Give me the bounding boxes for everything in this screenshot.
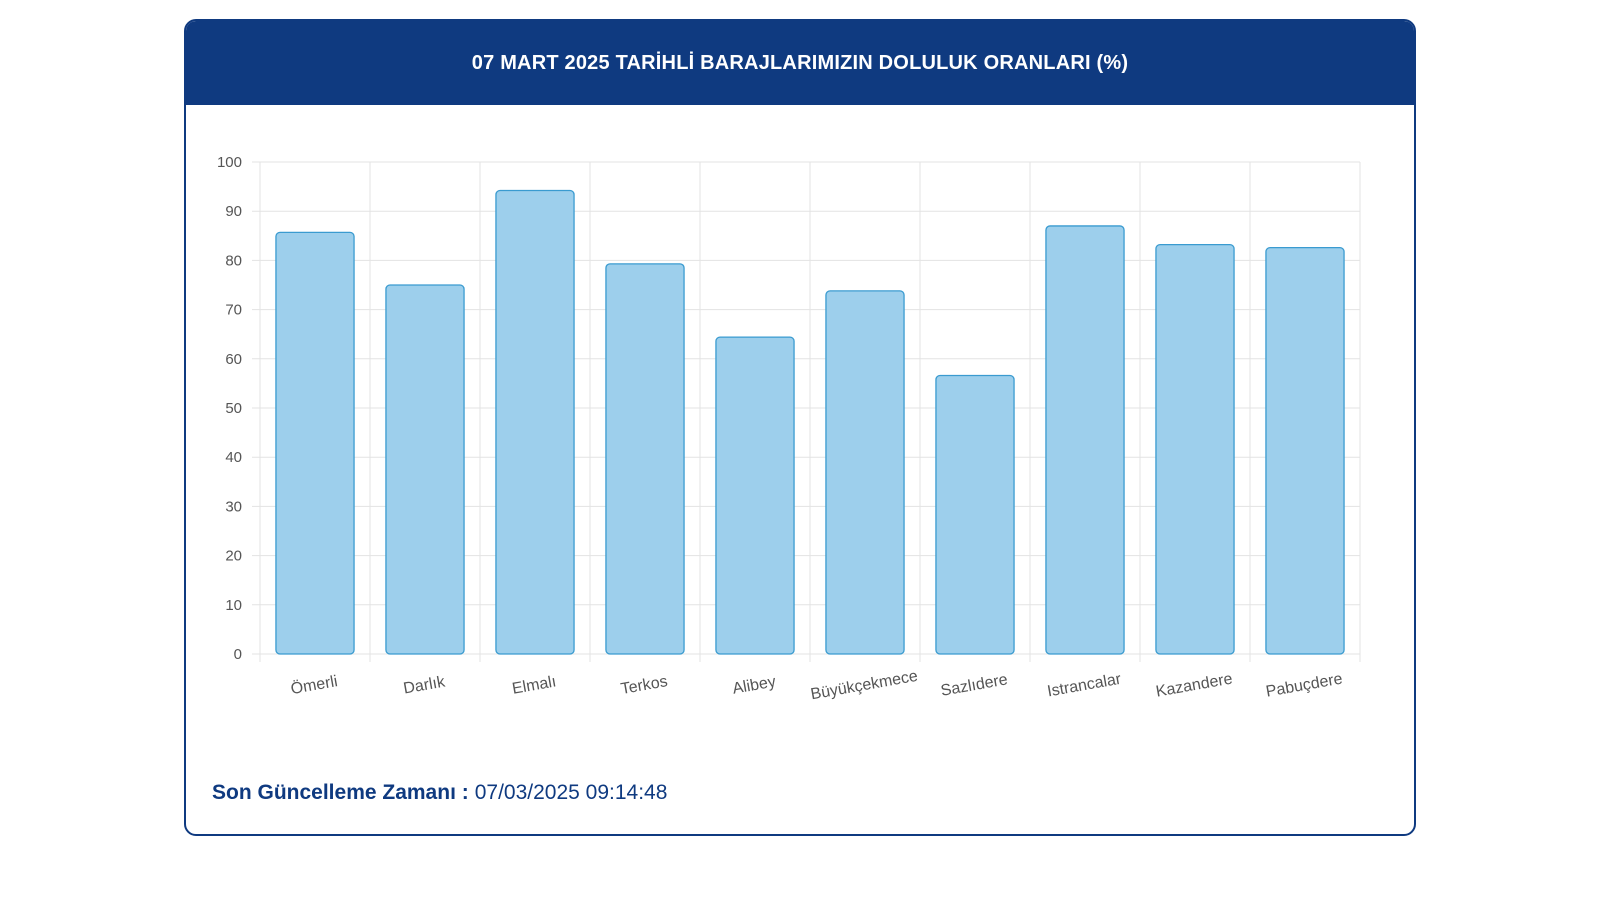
- chart-area: 0 10 20 30 40 50 60 70 80 90 100 Ömerli Darlık Elmalı…: [186, 105, 1414, 745]
- bar-ömerli: [275, 231, 355, 655]
- chart-title: 07 MART 2025 TARİHLİ BARAJLARIMIZIN DOLU…: [471, 51, 1129, 74]
- x-tick-label: Terkos: [620, 673, 669, 698]
- card-header: 07 MART 2025 TARİHLİ BARAJLARIMIZIN DOLU…: [186, 21, 1414, 105]
- x-tick-label: Ömerli: [289, 672, 339, 698]
- x-tick-label: Istrancalar: [1046, 671, 1123, 701]
- y-tick-label: 80: [225, 252, 242, 269]
- last-update-value: 07/03/2025 09:14:48: [474, 781, 668, 804]
- chart-card: 07 MART 2025 TARİHLİ BARAJLARIMIZIN DOLU…: [184, 19, 1416, 836]
- bar-terkos: [605, 263, 685, 655]
- y-tick-label: 90: [225, 203, 242, 220]
- y-tick-label: 70: [225, 302, 242, 319]
- bar-büyükçekmece: [825, 290, 905, 655]
- y-tick-label: 30: [225, 498, 242, 515]
- bar-kazandere: [1155, 244, 1235, 655]
- bar-alibey: [715, 336, 795, 655]
- bar-pabuçdere: [1265, 246, 1345, 655]
- x-tick-label: Elmalı: [511, 673, 558, 697]
- x-tick-label: Sazlıdere: [939, 671, 1009, 699]
- last-update-label: Son Güncelleme Zamanı :: [212, 781, 469, 804]
- y-tick-label: 60: [225, 351, 242, 368]
- x-tick-label: Pabuçdere: [1265, 670, 1344, 700]
- x-tick-label: Kazandere: [1155, 670, 1234, 700]
- bar-istrancalar: [1045, 225, 1125, 655]
- bar-darlık: [385, 284, 465, 655]
- x-tick-label: Alibey: [731, 673, 777, 697]
- y-tick-label: 0: [234, 646, 242, 663]
- last-update: Son Güncelleme Zamanı :07/03/2025 09:14:…: [212, 781, 667, 805]
- bar-elmalı: [495, 189, 575, 655]
- y-tick-label: 20: [225, 548, 242, 565]
- y-tick-label: 50: [225, 400, 242, 417]
- bar-sazlıdere: [935, 374, 1015, 655]
- bar-chart: 0 10 20 30 40 50 60 70 80 90 100 Ömerli Darlık Elmalı…: [217, 154, 1361, 704]
- y-tick-label: 100: [217, 154, 242, 171]
- y-tick-label: 40: [225, 449, 242, 466]
- x-tick-label: Büyükçekmece: [809, 668, 919, 704]
- x-tick-label: Darlık: [402, 673, 447, 697]
- y-tick-label: 10: [225, 597, 242, 614]
